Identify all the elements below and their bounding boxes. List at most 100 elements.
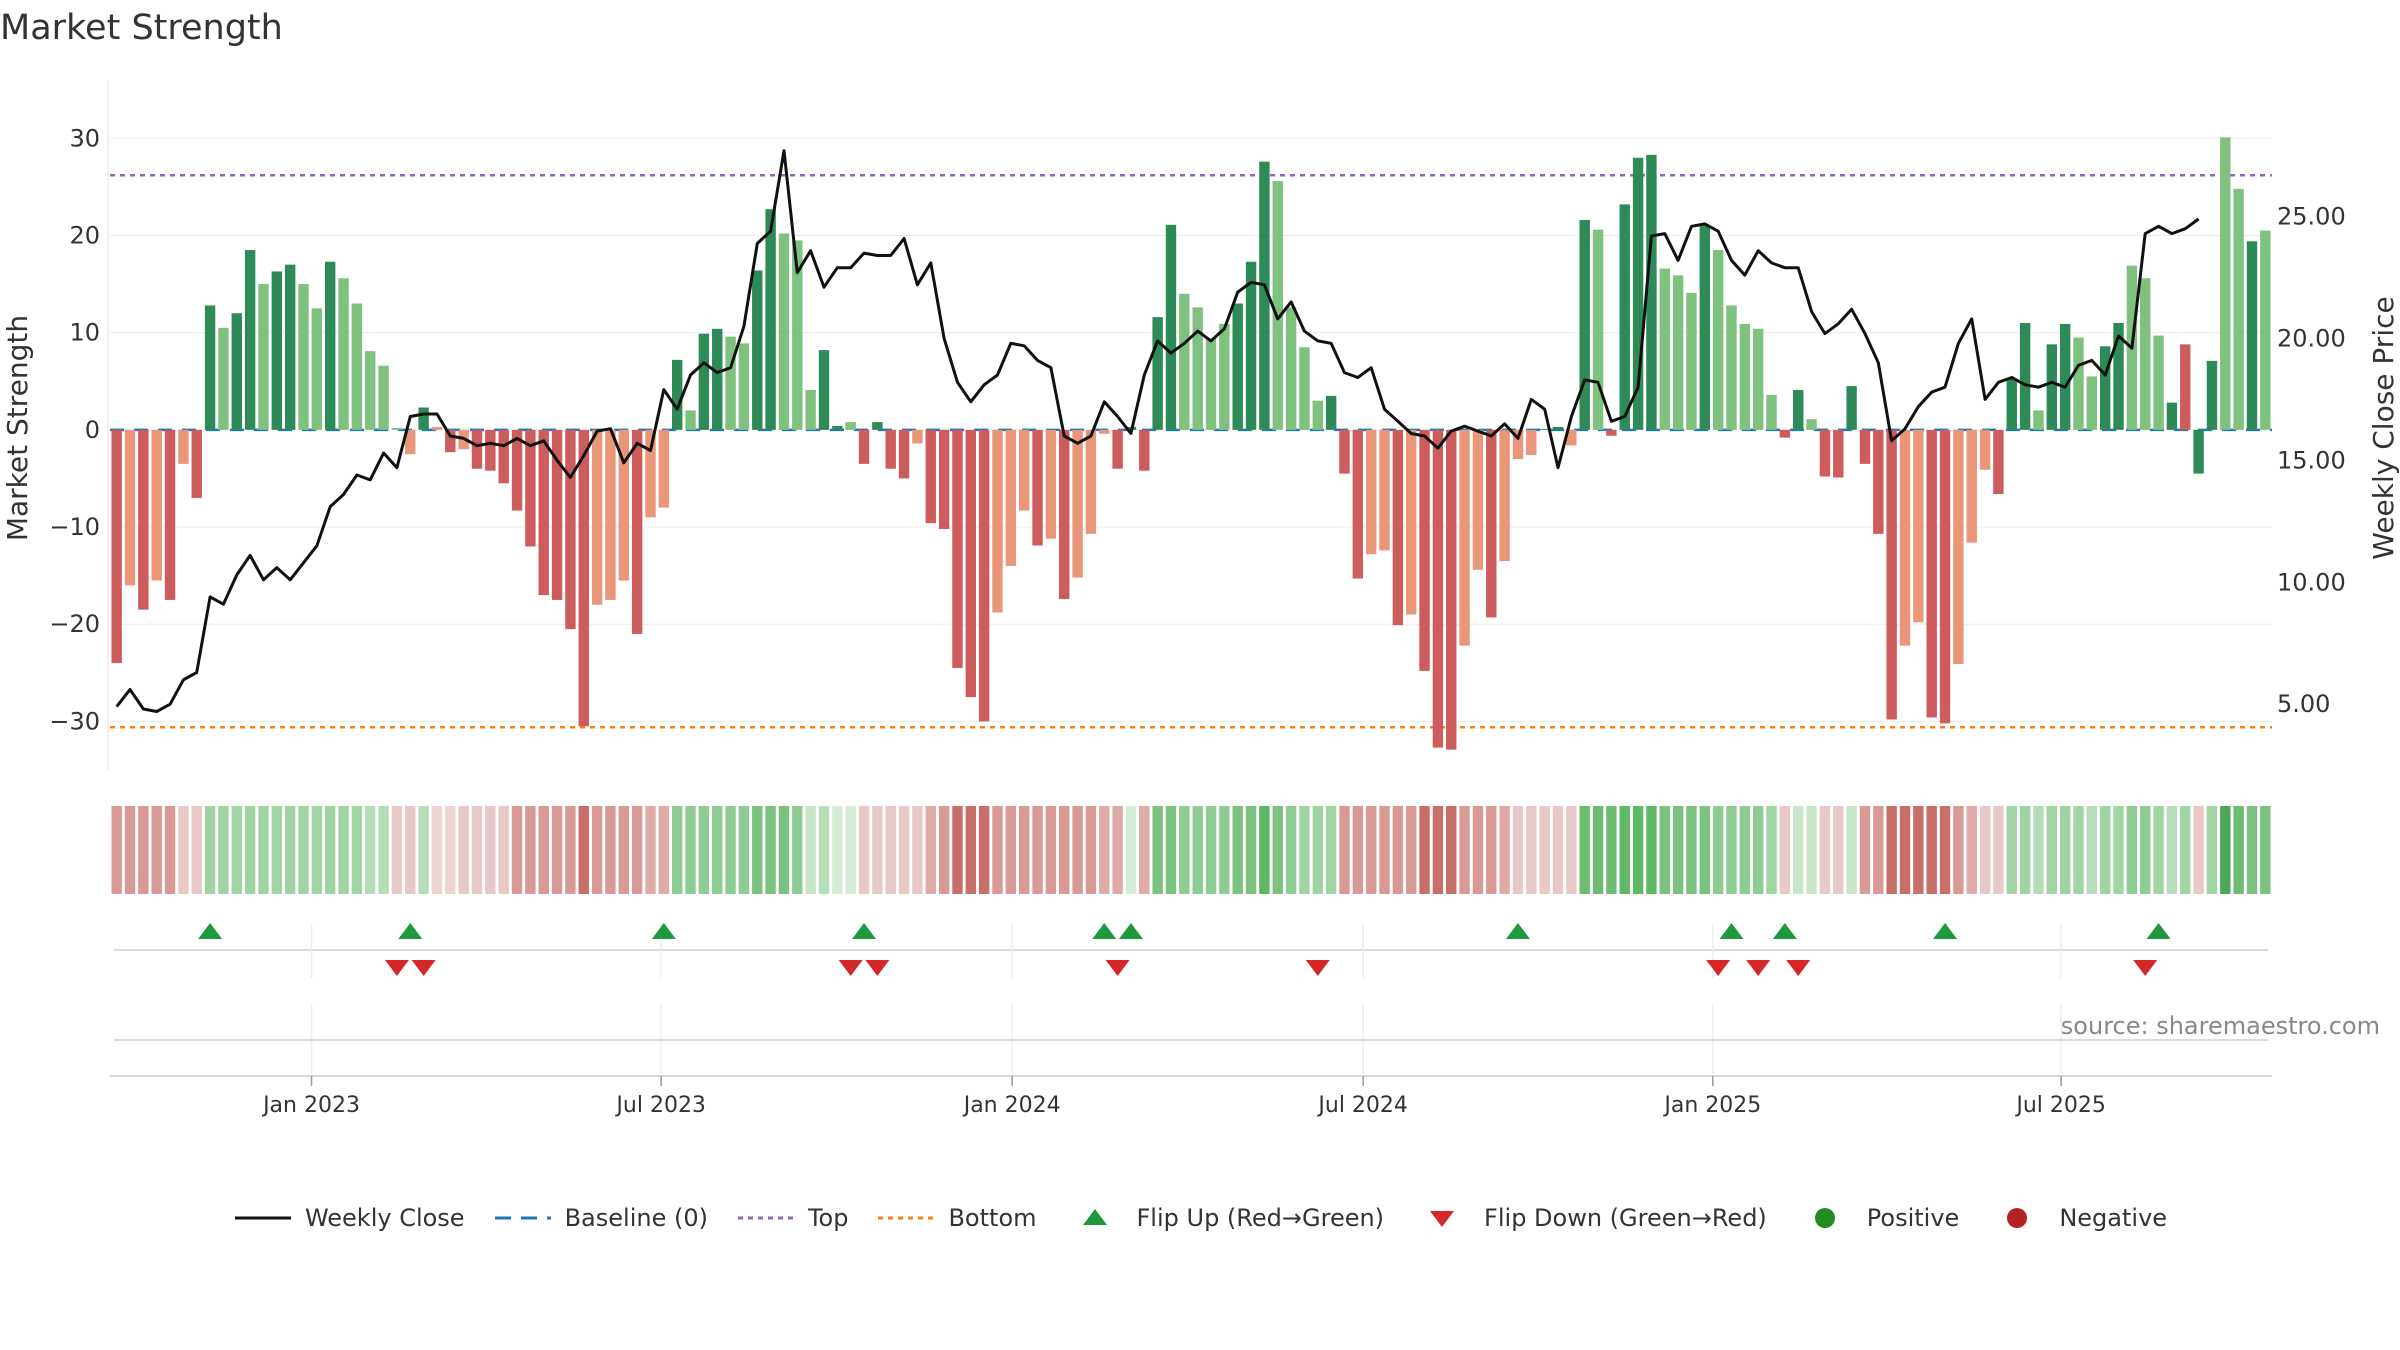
- flip-up-marker: [2146, 923, 2171, 939]
- heat-cell: [1139, 806, 1150, 894]
- heat-cell: [1419, 806, 1430, 894]
- strength-bar: [1913, 429, 1924, 623]
- flip-up-marker: [198, 923, 223, 939]
- legend-label: Flip Down (Green→Red): [1484, 1204, 1767, 1232]
- heat-cell: [324, 806, 336, 894]
- strength-bar: [698, 333, 710, 430]
- heat-cell: [1392, 806, 1404, 894]
- strength-bar: [645, 429, 656, 518]
- x-tick-label: Jul 2023: [614, 1093, 706, 1118]
- heat-cell: [1899, 806, 1911, 894]
- heat-cell: [2180, 806, 2191, 894]
- heat-cell: [1579, 806, 1590, 894]
- heat-cell: [725, 806, 736, 894]
- heat-cell: [858, 806, 870, 894]
- heat-cell: [565, 806, 576, 894]
- strength-bar: [551, 429, 563, 600]
- heat-cell: [925, 806, 936, 894]
- heat-cell: [2086, 806, 2098, 894]
- strength-bar: [1873, 429, 1884, 534]
- heat-cell: [1566, 806, 1577, 894]
- heat-cell: [1059, 806, 1070, 894]
- legend-label: Top: [807, 1204, 849, 1232]
- y-axis-title: Market Strength: [1, 315, 34, 541]
- heat-cell: [1873, 806, 1884, 894]
- flip-up-marker: [852, 923, 877, 939]
- heat-cell: [1686, 806, 1697, 894]
- flip-down-marker: [384, 960, 409, 976]
- strength-bar: [1752, 328, 1764, 430]
- legend-item-top: Top: [736, 1204, 849, 1232]
- strength-bar: [1045, 429, 1057, 539]
- heat-cell: [2006, 806, 2017, 894]
- heat-cell: [511, 806, 523, 894]
- strength-bar: [885, 429, 896, 469]
- heat-cell: [1299, 806, 1310, 894]
- heat-cell: [938, 806, 950, 894]
- reference-lines: [110, 173, 2272, 729]
- strength-bar: [1032, 429, 1043, 546]
- strength-bar: [631, 429, 643, 634]
- strength-bar: [2140, 278, 2151, 430]
- strength-bar: [898, 429, 910, 479]
- legend-swatch-baseline: [494, 1216, 551, 1220]
- heat-cell: [2059, 806, 2071, 894]
- strength-bar: [1979, 429, 1991, 470]
- heat-cell: [1018, 806, 1030, 894]
- heat-cell: [1806, 806, 1817, 894]
- strength-bar: [1099, 429, 1110, 434]
- heat-cell: [1659, 806, 1670, 894]
- heat-cell: [1032, 806, 1043, 894]
- strength-bar: [1219, 323, 1230, 430]
- heat-cell: [2166, 806, 2178, 894]
- strength-bar: [738, 343, 750, 430]
- heat-cell: [1045, 806, 1057, 894]
- flip-down-marker: [865, 960, 890, 976]
- strength-bar: [925, 429, 936, 524]
- strength-bar: [1392, 429, 1404, 626]
- strength-bar: [498, 429, 509, 484]
- strength-bar: [204, 305, 216, 430]
- strength-bar: [1592, 229, 1604, 430]
- strength-bar: [912, 429, 923, 444]
- time-axis: Jan 2023 Jul 2023 Jan 2024 Jul 2024 Jan 2025…: [110, 1004, 2272, 1118]
- flip-down-marker: [1706, 960, 1731, 976]
- y2-tick-label: 5.00: [2277, 690, 2330, 718]
- heat-cell: [1926, 806, 1937, 894]
- strength-bar: [1192, 307, 1203, 430]
- strength-bar: [1953, 429, 1964, 665]
- strength-bar: [218, 327, 229, 430]
- heat-cell: [178, 806, 189, 894]
- y-tick-label: −20: [49, 610, 100, 638]
- heat-cell: [244, 806, 256, 894]
- strength-bar: [2046, 344, 2058, 430]
- strength-bar: [565, 429, 576, 630]
- flip-up-marker: [651, 923, 676, 939]
- x-tick-label: Jan 2024: [962, 1093, 1061, 1118]
- heat-cell: [258, 806, 269, 894]
- strength-bar: [578, 429, 589, 727]
- strength-bar: [1059, 429, 1070, 599]
- heat-cell: [1953, 806, 1964, 894]
- heat-cell: [1606, 806, 1617, 894]
- heat-cell: [671, 806, 683, 894]
- heat-cell: [311, 806, 323, 894]
- y-tick-label: 10: [69, 319, 100, 347]
- heat-cell: [1979, 806, 1991, 894]
- strength-bar: [1966, 429, 1977, 543]
- heat-cell: [1512, 806, 1524, 894]
- heat-cell: [1526, 806, 1537, 894]
- heat-cell: [1619, 806, 1630, 894]
- flip-down-marker: [2133, 960, 2158, 976]
- heat-cell: [805, 806, 816, 894]
- y-tick-label: 20: [69, 221, 100, 249]
- strength-bar: [1112, 429, 1123, 469]
- strength-bar: [1566, 429, 1577, 446]
- strength-bar: [1793, 390, 1804, 430]
- strength-bar: [164, 429, 176, 600]
- heat-cell: [1446, 806, 1457, 894]
- strength-bar: [818, 350, 830, 430]
- strength-bar: [2233, 188, 2244, 430]
- heat-cell: [1846, 806, 1857, 894]
- heat-cell: [2126, 806, 2138, 894]
